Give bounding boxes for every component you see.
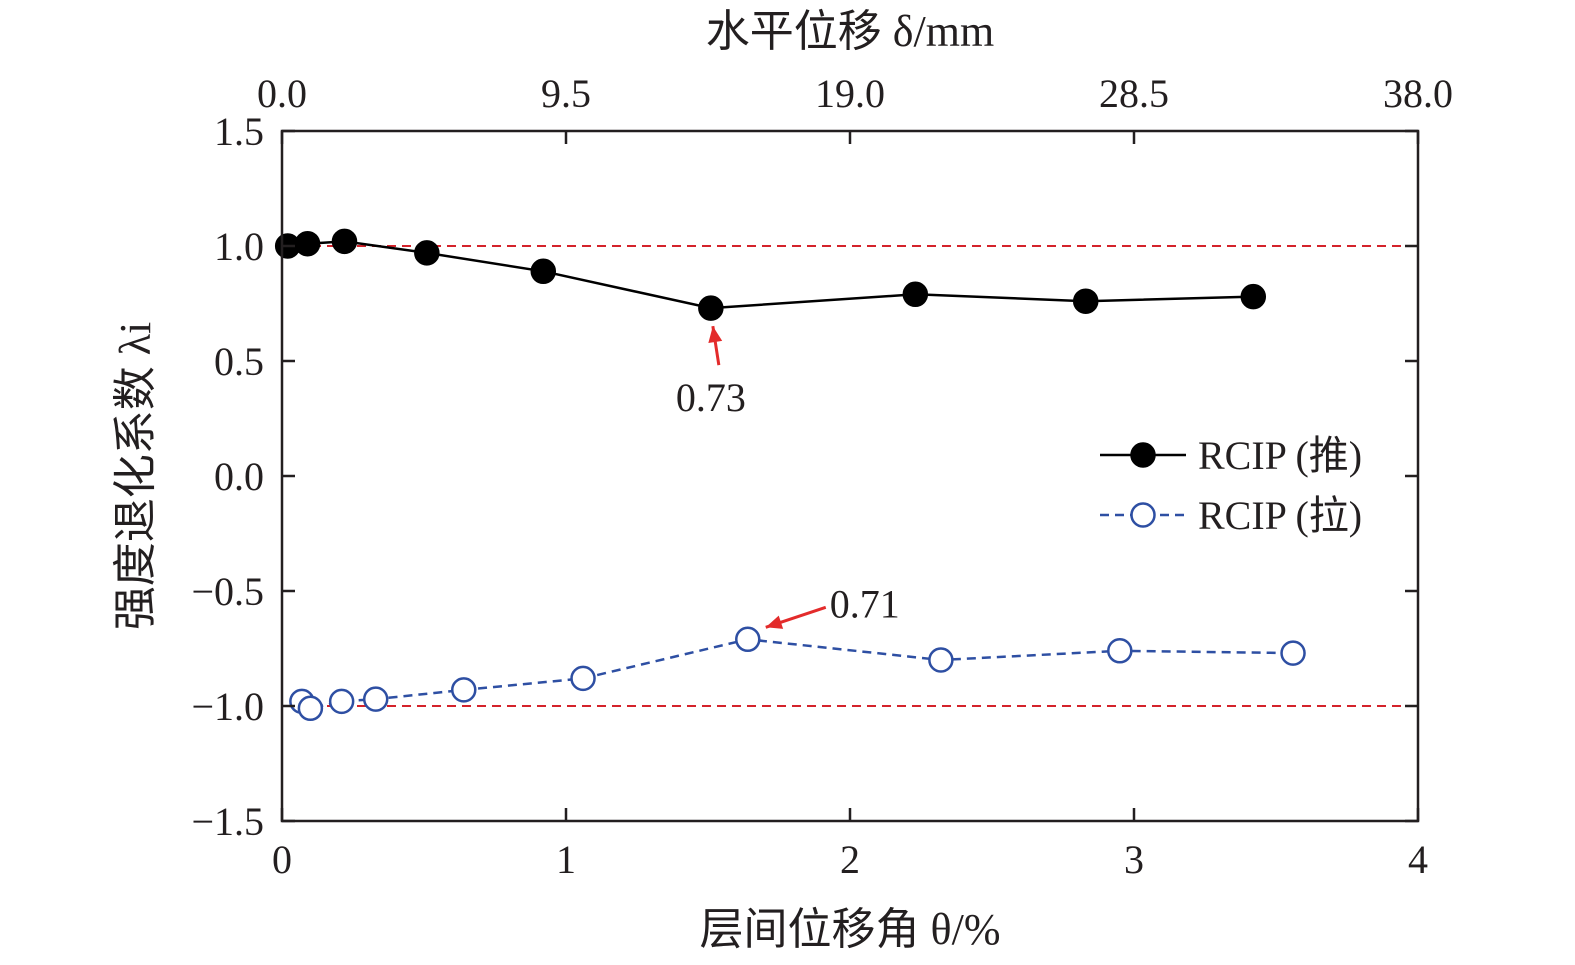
data-point-0-6 (902, 281, 929, 308)
top-tick-label: 19.0 (815, 71, 885, 116)
top-tick-label: 38.0 (1383, 71, 1453, 116)
reference-lines (282, 245, 1418, 707)
y-tick-label: 1.5 (214, 109, 264, 154)
x-tick-label: 0 (272, 837, 292, 882)
legend-label-push: RCIP (推) (1198, 433, 1362, 478)
data-point-1-4 (451, 677, 477, 703)
y-tick-label: −0.5 (191, 569, 264, 614)
annotations: 0.73 0.71 (676, 325, 900, 629)
data-point-1-9 (1280, 640, 1306, 666)
data-point-1-5 (570, 665, 596, 692)
y-tick-label: −1.0 (191, 684, 264, 729)
data-point-1-7 (928, 647, 954, 673)
annotation-label: 0.71 (830, 581, 900, 626)
y-tick-label: 1.0 (214, 224, 264, 269)
x-tick-label: 3 (1124, 837, 1144, 882)
top-tick-label: 28.5 (1099, 71, 1169, 116)
data-point-1-1 (297, 695, 324, 722)
data-point-0-8 (1240, 283, 1267, 310)
x-axis-title: 层间位移角 θ/% (700, 905, 1001, 954)
x-tick-label: 2 (840, 837, 860, 882)
top-axis-title: 水平位移 δ/mm (706, 7, 994, 56)
data-point-0-2 (331, 228, 358, 255)
legend-marker-push (1130, 442, 1156, 468)
data-point-1-3 (362, 686, 389, 712)
y-tick-label: 0.0 (214, 454, 264, 499)
annotation-arrowhead-1 (765, 615, 784, 629)
annotation-label: 0.73 (676, 375, 746, 420)
data-point-1-6 (735, 626, 761, 653)
data-point-0-5 (698, 295, 724, 321)
axis-ticks: 0 1 2 3 4 0.0 9.5 19.0 28.5 38.0 1.5 1.0 0.5 0.0 −0.5 −… (191, 71, 1453, 882)
data-point-0-3 (414, 240, 440, 266)
annotation-arrowhead-0 (708, 326, 723, 343)
data-point-1-2 (328, 688, 355, 715)
data-point-0-1 (294, 230, 321, 257)
data-point-0-7 (1072, 288, 1099, 314)
y-axis-title: 强度退化系数 λi (111, 322, 160, 631)
legend-marker-pull (1130, 502, 1156, 528)
legend-label-pull: RCIP (拉) (1198, 493, 1362, 538)
x-tick-label: 1 (556, 837, 576, 882)
x-tick-label: 4 (1408, 837, 1428, 882)
legend: RCIP (推) RCIP (拉) (1100, 433, 1362, 538)
top-tick-label: 9.5 (541, 71, 591, 116)
series-line-1 (301, 638, 1294, 710)
data-point-1-8 (1107, 638, 1133, 664)
y-tick-label: −1.5 (191, 799, 264, 844)
y-tick-label: 0.5 (214, 339, 264, 384)
top-tick-label: 0.0 (257, 71, 307, 116)
data-point-0-4 (530, 258, 557, 285)
